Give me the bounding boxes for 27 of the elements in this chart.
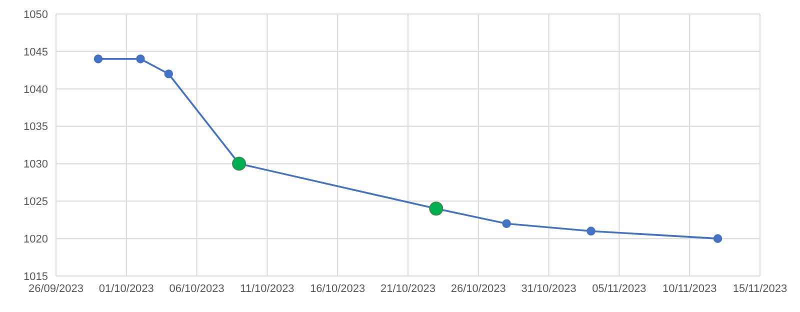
y-tick-label: 1015	[24, 270, 48, 283]
point	[429, 202, 444, 216]
point	[586, 226, 596, 236]
point	[136, 54, 145, 64]
x-tick-label: 21/10/2023	[380, 282, 436, 295]
x-tick-label: 15/11/2023	[732, 282, 788, 295]
point	[502, 219, 511, 228]
x-tick-label: 05/11/2023	[592, 282, 646, 295]
x-tick-label: 06/10/2023	[169, 282, 224, 295]
y-tick-label: 1045	[24, 46, 48, 58]
y-tick-label: 1040	[24, 84, 48, 96]
x-tick-label: 10/11/2023	[662, 282, 717, 295]
y-tick-label: 1020	[24, 233, 48, 246]
point	[94, 54, 103, 64]
y-tick-label: 1050	[24, 8, 48, 21]
y-tick-label: 1025	[24, 196, 48, 208]
point	[164, 69, 174, 78]
x-tick-label: 01/10/2023	[98, 282, 154, 295]
y-tick-label: 1035	[24, 121, 48, 134]
y-tick-label: 1030	[24, 158, 48, 171]
x-tick-label: 26/10/2023	[450, 282, 506, 295]
x-tick-label: 11/10/2023	[240, 282, 294, 295]
point	[713, 234, 722, 243]
x-tick-label: 31/10/2023	[521, 282, 576, 295]
point	[232, 156, 246, 171]
x-tick-label: 26/09/2023	[28, 282, 84, 295]
x-tick-label: 16/10/2023	[310, 282, 366, 295]
